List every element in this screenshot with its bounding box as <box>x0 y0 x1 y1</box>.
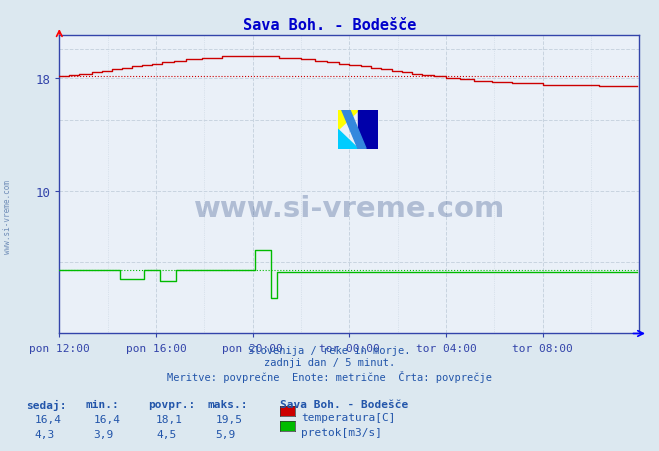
Text: 3,9: 3,9 <box>94 429 114 439</box>
Text: min.:: min.: <box>86 399 119 409</box>
Text: 4,3: 4,3 <box>34 429 55 439</box>
Polygon shape <box>337 110 358 130</box>
Text: Slovenija / reke in morje.: Slovenija / reke in morje. <box>248 345 411 355</box>
Text: www.si-vreme.com: www.si-vreme.com <box>3 179 13 253</box>
Text: Sava Boh. - Bodešče: Sava Boh. - Bodešče <box>243 18 416 33</box>
Text: Sava Boh. - Bodešče: Sava Boh. - Bodešče <box>280 399 409 409</box>
Text: sedaj:: sedaj: <box>26 399 67 410</box>
Polygon shape <box>358 110 378 149</box>
Text: 5,9: 5,9 <box>215 429 236 439</box>
Text: 18,1: 18,1 <box>156 414 183 424</box>
Text: 16,4: 16,4 <box>34 414 61 424</box>
Text: pretok[m3/s]: pretok[m3/s] <box>301 427 382 437</box>
Text: maks.:: maks.: <box>208 399 248 409</box>
Text: www.si-vreme.com: www.si-vreme.com <box>194 195 505 223</box>
Text: temperatura[C]: temperatura[C] <box>301 412 395 422</box>
Text: Meritve: povprečne  Enote: metrične  Črta: povprečje: Meritve: povprečne Enote: metrične Črta:… <box>167 370 492 382</box>
Text: 4,5: 4,5 <box>156 429 177 439</box>
Text: zadnji dan / 5 minut.: zadnji dan / 5 minut. <box>264 358 395 368</box>
Text: povpr.:: povpr.: <box>148 399 196 409</box>
Polygon shape <box>337 130 358 149</box>
Text: 19,5: 19,5 <box>215 414 243 424</box>
Polygon shape <box>342 110 366 149</box>
Text: 16,4: 16,4 <box>94 414 121 424</box>
